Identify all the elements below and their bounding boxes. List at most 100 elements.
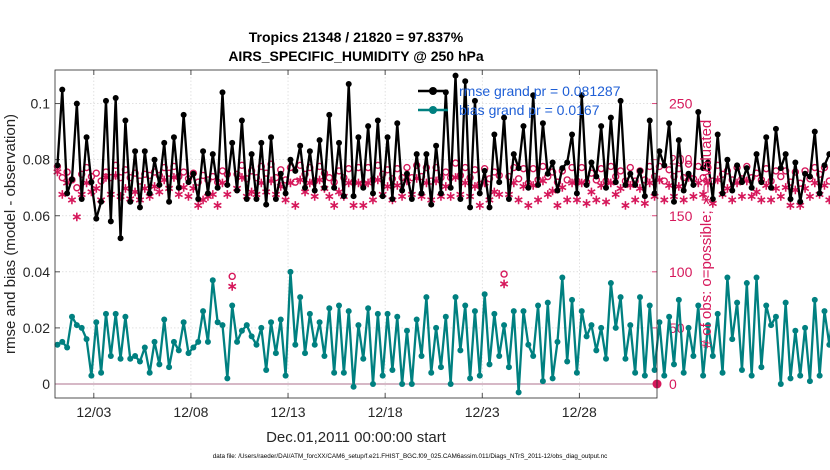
bias-point — [204, 338, 211, 345]
nobs-possible-marker — [500, 270, 508, 278]
bias-point — [564, 358, 571, 365]
nobs-evaluated-marker: ∗ — [732, 175, 743, 190]
bias-point — [54, 341, 61, 348]
nobs-evaluated-marker: ∗ — [431, 173, 442, 188]
rmse-point — [695, 109, 702, 116]
rmse-point — [146, 190, 153, 197]
bias-point — [617, 294, 624, 301]
bias-point — [238, 327, 245, 334]
rmse-point — [583, 181, 590, 188]
bias-point — [287, 268, 294, 275]
nobs-evaluated-marker: ∗ — [567, 175, 578, 190]
nobs-evaluated-marker: ∗ — [246, 184, 257, 199]
bias-point — [384, 310, 391, 317]
nobs-evaluated-marker: ∗ — [693, 175, 704, 190]
y-tick-label-left: 0.1 — [31, 96, 51, 112]
nobs-evaluated-marker: ∗ — [795, 198, 806, 213]
bias-point — [64, 344, 71, 351]
rmse-point — [336, 139, 343, 146]
rmse-point — [394, 120, 401, 127]
rmse-point — [277, 170, 284, 177]
bias-point — [141, 344, 148, 351]
rmse-point — [408, 195, 415, 202]
nobs-evaluated-marker: ∗ — [275, 179, 286, 194]
rmse-point — [797, 198, 804, 205]
nobs-possible-marker — [291, 178, 300, 186]
rmse-point — [413, 151, 420, 158]
bias-point — [88, 372, 95, 379]
y-axis-label-left: rmse and bias (model - observation) — [2, 114, 19, 354]
rmse-point — [88, 179, 95, 186]
bias-point — [685, 324, 692, 331]
bias-point — [680, 369, 687, 376]
rmse-point — [515, 165, 522, 172]
nobs-evaluated-marker: ∗ — [130, 184, 141, 199]
bias-point — [525, 341, 532, 348]
bias-point — [102, 310, 109, 317]
axis-ticks: 12/03 12/08 12/13 12/18 12/23 12/28 0 0.02 0.04 0… — [23, 70, 693, 420]
rmse-point — [282, 190, 289, 197]
nobs-evaluated-marker: ∗ — [178, 180, 189, 195]
bias-point — [282, 372, 289, 379]
bias-point — [331, 369, 338, 376]
nobs-evaluated-marker: ∗ — [664, 177, 675, 192]
rmse-point — [719, 190, 726, 197]
nobs-possible-marker — [228, 272, 236, 281]
rmse-point — [573, 190, 580, 197]
rmse-point — [704, 159, 711, 166]
bias-point — [369, 380, 376, 387]
y-tick-label-right: 100 — [669, 264, 693, 280]
bias-point — [471, 308, 478, 315]
rmse-point — [738, 179, 745, 186]
bias-point — [156, 361, 163, 368]
nobs-evaluated-marker: ∗ — [499, 276, 510, 291]
bias-point — [229, 302, 236, 309]
nobs-evaluated-marker: ∗ — [309, 189, 320, 204]
rmse-point — [763, 134, 770, 141]
rmse-point — [544, 170, 551, 177]
rmse-point — [637, 167, 644, 174]
nobs-evaluated-marker: ∗ — [644, 175, 655, 190]
bias-point — [321, 352, 328, 359]
bias-point — [224, 375, 231, 382]
nobs-evaluated-marker: ∗ — [707, 195, 718, 210]
rmse-point — [457, 195, 464, 202]
bias-point — [263, 366, 270, 373]
rmse-point — [603, 184, 610, 191]
nobs-evaluated-marker: ∗ — [790, 182, 801, 197]
bias-point — [588, 322, 595, 329]
nobs-evaluated-marker: ∗ — [756, 192, 767, 207]
rmse-point — [112, 95, 119, 102]
legend-bias-label: bias grand pr = 0.0167 — [459, 102, 600, 118]
bias-point — [748, 372, 755, 379]
rmse-point — [350, 193, 357, 200]
nobs-evaluated-marker: ∗ — [581, 195, 592, 210]
bias-point — [59, 338, 66, 345]
nobs-evaluated-marker: ∗ — [86, 184, 97, 199]
chart-title-line1: Tropics 21348 / 21820 = 97.837% — [249, 29, 464, 45]
rmse-point — [806, 173, 813, 180]
nobs-evaluated-marker: ∗ — [703, 175, 714, 190]
nobs-evaluated-marker: ∗ — [678, 192, 689, 207]
rmse-point — [311, 187, 318, 194]
nobs-evaluated-marker: ∗ — [266, 173, 277, 188]
rmse-point — [399, 187, 406, 194]
bias-point — [350, 383, 357, 390]
x-tick-label: 12/28 — [562, 404, 597, 420]
rmse-point — [253, 195, 260, 202]
rmse-point — [229, 139, 236, 146]
bias-point — [816, 372, 823, 379]
bias-point — [243, 322, 250, 329]
chart-title-line2: AIRS_SPECIFIC_HUMIDITY @ 250 hPa — [228, 48, 484, 64]
rmse-point — [122, 117, 129, 124]
nobs-evaluated-marker: ∗ — [139, 181, 150, 196]
bias-point — [340, 369, 347, 376]
rmse-point — [505, 195, 512, 202]
rmse-point — [175, 184, 182, 191]
rmse-point — [326, 111, 333, 118]
rmse-line — [56, 74, 830, 240]
nobs-evaluated-marker: ∗ — [523, 198, 534, 213]
bias-point — [787, 375, 794, 382]
rmse-point — [272, 195, 279, 202]
nobs-possible-marker — [73, 184, 81, 192]
